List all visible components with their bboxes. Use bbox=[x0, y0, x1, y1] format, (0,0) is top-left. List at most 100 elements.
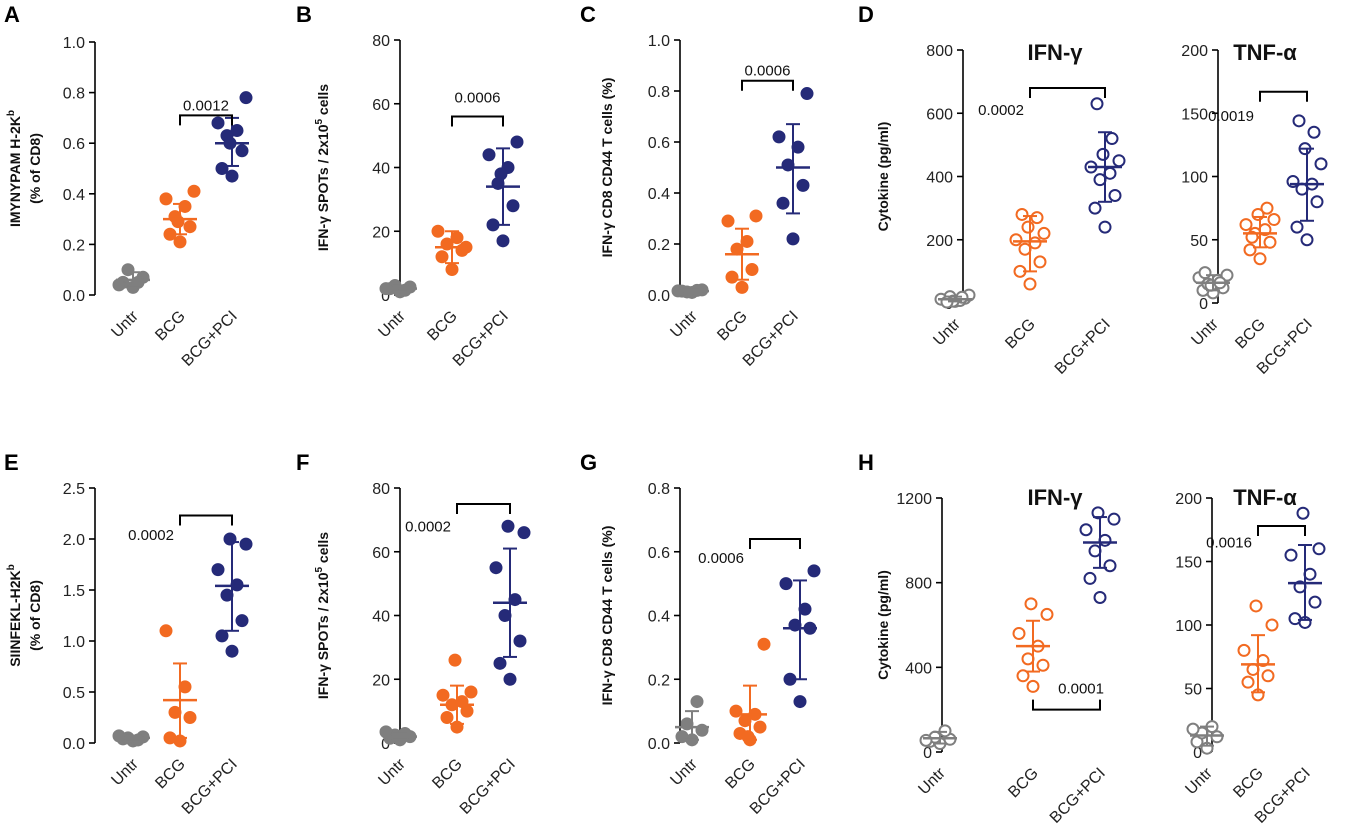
y-tick-label: 20 bbox=[372, 672, 390, 689]
panel-b: B 0 20 40 60 80 IFN-γ SPOTs / 2x105 cells Untr B… bbox=[296, 2, 524, 370]
data-point bbox=[1186, 722, 1200, 736]
data-point bbox=[1088, 544, 1102, 558]
data-point bbox=[215, 629, 229, 643]
data-point bbox=[448, 653, 462, 667]
data-point bbox=[215, 162, 229, 175]
x-category-label: BCG bbox=[1232, 316, 1269, 353]
x-category-label: Untr bbox=[915, 764, 949, 798]
x-category-label: BCG bbox=[152, 756, 189, 793]
y-tick-label: 2.5 bbox=[63, 481, 85, 498]
y-axis-label: SIINFEKL-H2Kb bbox=[6, 564, 23, 667]
x-category-label: Untr bbox=[1188, 315, 1222, 349]
data-point bbox=[1030, 211, 1044, 225]
y-axis-label-line2: (% of CD8) bbox=[27, 133, 43, 204]
x-category-label: Untr bbox=[667, 755, 701, 789]
data-point bbox=[725, 270, 739, 284]
data-point bbox=[503, 672, 517, 686]
x-category-label: Untr bbox=[667, 307, 701, 341]
data-point bbox=[796, 178, 810, 192]
panel-g: G 0.0 0.2 0.4 0.6 0.8 IFN-γ CD8 CD44 T cells (… bbox=[580, 450, 821, 818]
panel-subtitle: IFN-γ bbox=[1028, 40, 1084, 65]
data-point bbox=[753, 720, 767, 734]
data-point bbox=[440, 711, 454, 724]
panel-letter: D bbox=[858, 2, 874, 27]
data-point bbox=[239, 537, 253, 551]
data-point bbox=[173, 235, 187, 249]
data-point bbox=[1314, 157, 1328, 171]
y-tick-label: 0 bbox=[1199, 296, 1208, 313]
data-point bbox=[501, 519, 515, 533]
x-category-label: BCG+PCI bbox=[1052, 316, 1114, 378]
data-point bbox=[493, 656, 507, 670]
panel-letter: G bbox=[580, 450, 597, 475]
data-point bbox=[225, 644, 239, 658]
data-point bbox=[1023, 277, 1037, 291]
y-tick-label: 0 bbox=[381, 736, 390, 753]
data-point bbox=[183, 711, 197, 724]
data-point bbox=[1303, 567, 1317, 581]
y-tick-label: 0 bbox=[1193, 745, 1202, 762]
x-category-label: Untr bbox=[108, 307, 142, 341]
data-point bbox=[735, 280, 749, 294]
data-point bbox=[187, 184, 201, 198]
data-point bbox=[489, 561, 503, 575]
x-category-label: BCG bbox=[152, 308, 189, 345]
y-tick-label: 2.0 bbox=[63, 532, 85, 549]
data-point bbox=[435, 250, 449, 264]
panel-a: A 0.0 0.2 0.4 0.6 0.8 1.0 IMYNYPAM H-2Kb(% of C… bbox=[4, 2, 253, 370]
data-point bbox=[1243, 243, 1257, 257]
data-point bbox=[1036, 658, 1050, 672]
panel-e: E 0.0 0.5 1.0 1.5 2.0 2.5 SIINFEKL-H2Kb(% of CD… bbox=[4, 450, 253, 818]
significance-bracket bbox=[741, 79, 794, 91]
x-category-label: BCG+PCI bbox=[747, 756, 809, 818]
data-point bbox=[1296, 506, 1310, 520]
data-point bbox=[800, 87, 814, 101]
data-point bbox=[690, 695, 704, 709]
panel-subtitle: TNF-α bbox=[1233, 485, 1297, 510]
data-point bbox=[1112, 154, 1126, 168]
panel-f: F 0 20 40 60 80 IFN-γ SPOTs / 2x105 cells Untr B… bbox=[296, 450, 531, 818]
y-tick-label: 0.8 bbox=[648, 481, 670, 498]
panel-subtitle: TNF-α bbox=[1233, 40, 1297, 65]
panel-letter: H bbox=[858, 450, 874, 475]
data-point bbox=[211, 116, 225, 130]
p-value-label: 0.0012 bbox=[183, 97, 229, 114]
y-tick-label: 0.8 bbox=[63, 86, 85, 103]
data-point bbox=[1198, 266, 1212, 280]
x-category-label: BCG+PCI bbox=[450, 308, 512, 370]
y-axis-label: IFN-γ CD8 CD44 T cells (%) bbox=[599, 526, 615, 706]
data-point bbox=[807, 564, 821, 578]
y-tick-label: 150 bbox=[1181, 106, 1208, 123]
p-value-label: 0.0006 bbox=[745, 63, 791, 80]
x-category-label: Untr bbox=[108, 755, 142, 789]
data-point bbox=[1312, 542, 1326, 556]
data-point bbox=[1308, 595, 1322, 609]
data-point bbox=[1307, 125, 1321, 139]
x-category-label: BCG bbox=[1005, 765, 1042, 802]
data-point bbox=[171, 215, 185, 229]
data-point bbox=[1107, 512, 1121, 526]
data-point bbox=[1241, 675, 1255, 689]
y-tick-label: 50 bbox=[1190, 233, 1208, 250]
y-tick-label: 200 bbox=[1181, 43, 1208, 60]
data-point bbox=[239, 91, 253, 105]
y-tick-label: 100 bbox=[1175, 618, 1202, 635]
y-tick-label: 800 bbox=[926, 43, 953, 60]
y-axis-label: IFN-γ CD8 CD44 T cells (%) bbox=[599, 78, 615, 258]
p-value-label: 0.0002 bbox=[978, 102, 1024, 119]
data-point bbox=[749, 209, 763, 223]
y-tick-label: 60 bbox=[372, 545, 390, 562]
data-point bbox=[235, 144, 249, 158]
y-tick-label: 0.0 bbox=[648, 288, 670, 305]
data-point bbox=[1024, 597, 1038, 611]
y-tick-label: 0 bbox=[381, 288, 390, 305]
y-tick-label: 0.8 bbox=[648, 84, 670, 101]
y-tick-label: 0.0 bbox=[648, 736, 670, 753]
y-tick-label: 0.0 bbox=[63, 288, 85, 305]
significance-bracket bbox=[456, 502, 511, 514]
data-point bbox=[779, 577, 793, 591]
data-point bbox=[741, 730, 755, 744]
data-point bbox=[494, 167, 508, 181]
